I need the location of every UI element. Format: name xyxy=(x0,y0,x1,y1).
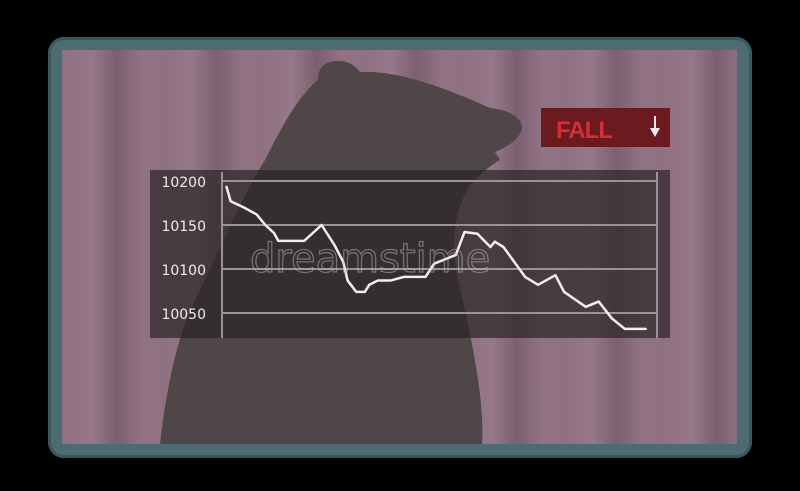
data-point xyxy=(368,284,371,286)
data-point xyxy=(320,224,323,226)
data-point xyxy=(255,213,258,216)
scene: FALL 10200 10150 10100 10050 dreamstime xyxy=(150,60,670,444)
data-point xyxy=(303,240,306,242)
series-line xyxy=(225,185,647,331)
data-point xyxy=(554,274,557,276)
data-point xyxy=(364,291,366,293)
data-point xyxy=(264,224,267,226)
screen: FALL 10200 10150 10100 10050 dreamstime xyxy=(62,50,737,444)
data-point xyxy=(424,276,427,278)
chart-panel: 10200 10150 10100 10050 xyxy=(150,170,670,338)
y-tick-label: 10050 xyxy=(161,307,206,323)
data-point xyxy=(333,244,336,247)
arrow-down-icon xyxy=(650,116,660,137)
data-point xyxy=(273,232,275,234)
data-point xyxy=(377,279,379,282)
data-point xyxy=(355,291,358,293)
data-point xyxy=(463,231,466,233)
data-point xyxy=(403,276,405,278)
data-point xyxy=(433,262,435,265)
y-tick-label: 10100 xyxy=(161,263,206,279)
data-point xyxy=(346,279,349,282)
data-point xyxy=(584,306,587,308)
data-point xyxy=(493,240,496,243)
data-point xyxy=(242,206,245,209)
data-point xyxy=(225,185,228,188)
fall-label: FALL xyxy=(556,117,612,144)
data-point xyxy=(524,276,526,278)
data-point xyxy=(390,279,392,282)
fall-badge: FALL xyxy=(541,108,670,147)
data-point xyxy=(563,291,565,293)
data-point xyxy=(597,300,600,303)
data-point xyxy=(623,328,626,330)
y-tick-label: 10150 xyxy=(161,219,206,235)
data-point xyxy=(489,246,492,248)
data-point xyxy=(502,246,505,248)
data-point xyxy=(610,317,613,320)
data-point xyxy=(277,240,280,242)
data-point xyxy=(537,284,539,286)
data-point xyxy=(476,233,479,235)
y-tick-label: 10200 xyxy=(161,175,206,191)
data-point xyxy=(342,261,345,263)
data-point xyxy=(645,328,648,330)
data-point xyxy=(481,237,483,239)
data-point xyxy=(455,254,457,256)
watermark: dreamstime xyxy=(250,236,490,282)
data-point xyxy=(229,200,232,203)
